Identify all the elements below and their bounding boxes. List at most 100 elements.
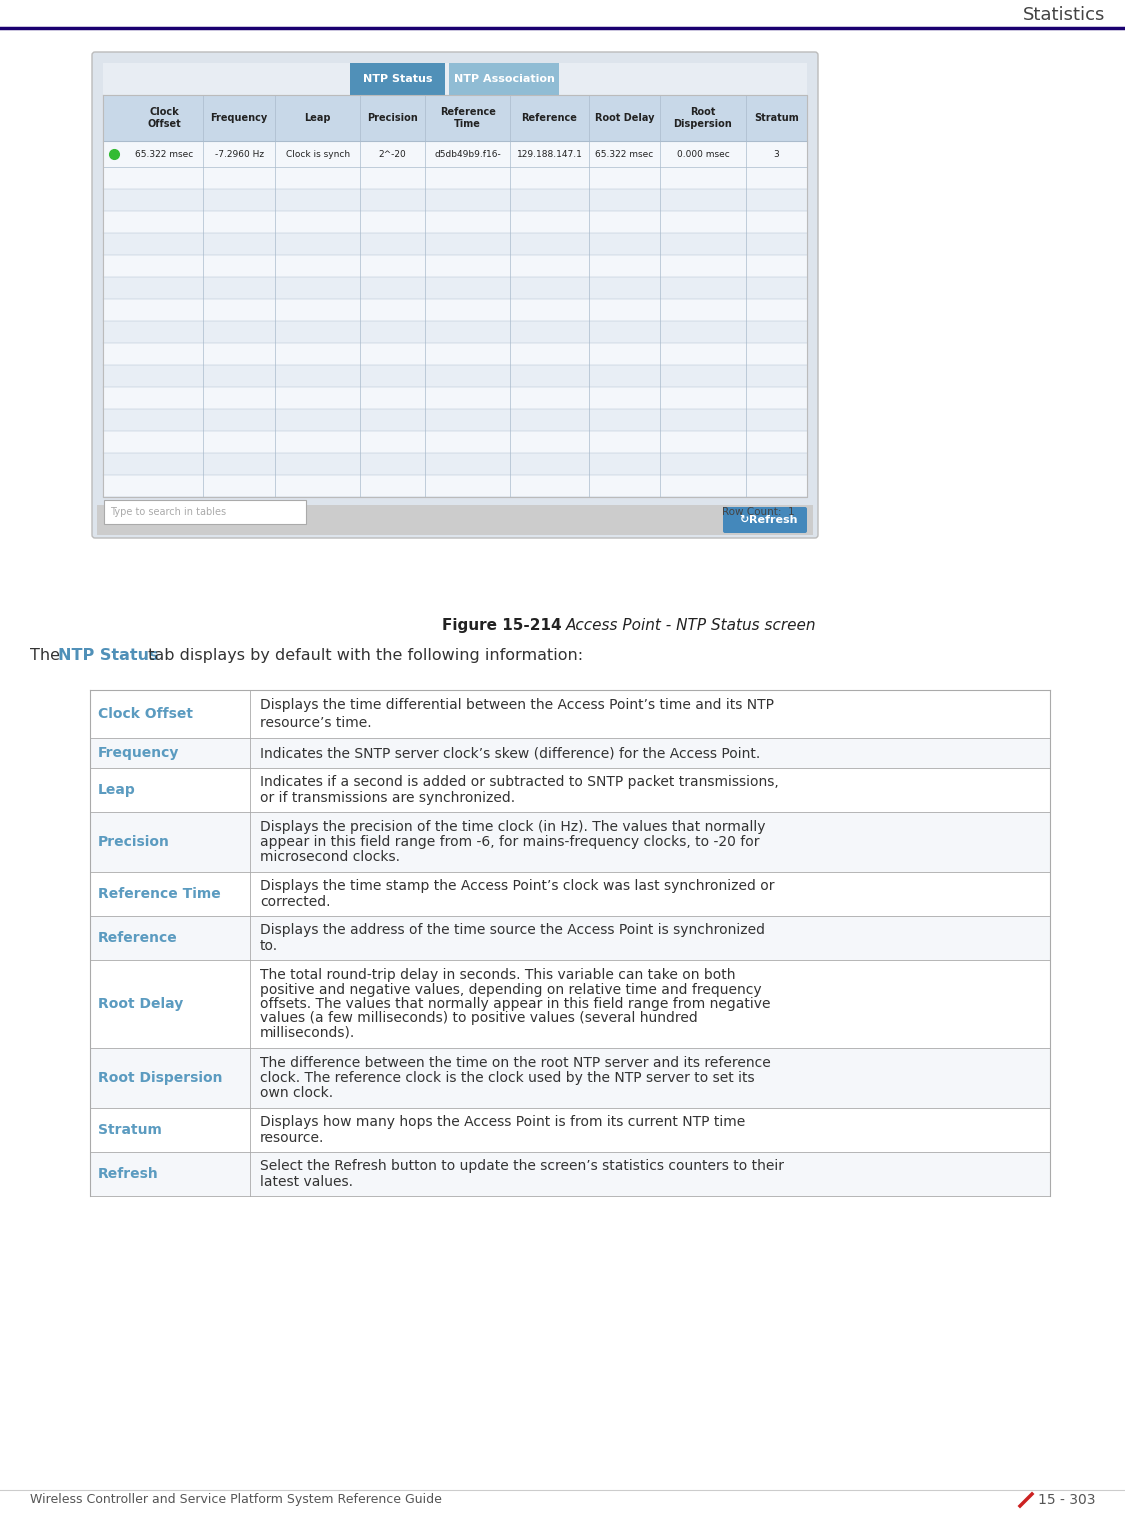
Text: Displays how many hops the Access Point is from its current NTP time: Displays how many hops the Access Point … xyxy=(260,1115,745,1129)
FancyBboxPatch shape xyxy=(90,768,1050,812)
Text: appear in this field range from -6, for mains-frequency clocks, to -20 for: appear in this field range from -6, for … xyxy=(260,834,759,850)
Text: positive and negative values, depending on relative time and frequency: positive and negative values, depending … xyxy=(260,983,762,997)
FancyBboxPatch shape xyxy=(90,1048,1050,1107)
Text: Clock Offset: Clock Offset xyxy=(98,707,194,721)
Text: 0.000 msec: 0.000 msec xyxy=(676,150,729,158)
Text: Reference
Time: Reference Time xyxy=(440,108,496,129)
FancyBboxPatch shape xyxy=(97,505,813,536)
FancyBboxPatch shape xyxy=(104,366,807,387)
FancyBboxPatch shape xyxy=(723,507,807,532)
Text: d5db49b9.f16-: d5db49b9.f16- xyxy=(434,150,501,158)
Text: resource’s time.: resource’s time. xyxy=(260,716,371,730)
Text: Indicates if a second is added or subtracted to SNTP packet transmissions,: Indicates if a second is added or subtra… xyxy=(260,775,778,789)
FancyBboxPatch shape xyxy=(90,737,1050,768)
Text: Reference: Reference xyxy=(98,931,178,945)
FancyBboxPatch shape xyxy=(90,1151,1050,1195)
Text: 65.322 msec: 65.322 msec xyxy=(595,150,654,158)
Text: Type to search in tables: Type to search in tables xyxy=(110,507,226,517)
FancyBboxPatch shape xyxy=(104,278,807,299)
FancyBboxPatch shape xyxy=(104,299,807,322)
Text: microsecond clocks.: microsecond clocks. xyxy=(260,851,400,865)
Text: -7.2960 Hz: -7.2960 Hz xyxy=(215,150,263,158)
Text: The difference between the time on the root NTP server and its reference: The difference between the time on the r… xyxy=(260,1056,771,1069)
Text: NTP Status: NTP Status xyxy=(362,74,432,83)
FancyBboxPatch shape xyxy=(104,410,807,431)
Text: Root Dispersion: Root Dispersion xyxy=(98,1071,223,1085)
Text: NTP Association: NTP Association xyxy=(453,74,555,83)
Text: Displays the time differential between the Access Point’s time and its NTP: Displays the time differential between t… xyxy=(260,698,774,713)
FancyBboxPatch shape xyxy=(90,812,1050,872)
Text: resource.: resource. xyxy=(260,1130,324,1145)
FancyBboxPatch shape xyxy=(104,96,807,141)
FancyBboxPatch shape xyxy=(90,1107,1050,1151)
Text: own clock.: own clock. xyxy=(260,1086,333,1100)
Text: 129.188.147.1: 129.188.147.1 xyxy=(516,150,583,158)
Text: Displays the time stamp the Access Point’s clock was last synchronized or: Displays the time stamp the Access Point… xyxy=(260,878,774,894)
FancyBboxPatch shape xyxy=(104,167,807,190)
Text: milliseconds).: milliseconds). xyxy=(260,1025,356,1039)
Text: clock. The reference clock is the clock used by the NTP server to set its: clock. The reference clock is the clock … xyxy=(260,1071,755,1085)
Text: Refresh: Refresh xyxy=(98,1167,159,1182)
Text: Row Count:  1: Row Count: 1 xyxy=(722,507,795,517)
Text: The: The xyxy=(30,648,65,663)
Text: Clock is synch: Clock is synch xyxy=(286,150,350,158)
FancyBboxPatch shape xyxy=(104,475,807,498)
Text: Figure 15-214: Figure 15-214 xyxy=(442,617,562,633)
Text: values (a few milliseconds) to positive values (several hundred: values (a few milliseconds) to positive … xyxy=(260,1012,698,1025)
FancyBboxPatch shape xyxy=(90,690,1050,737)
FancyBboxPatch shape xyxy=(104,234,807,255)
FancyBboxPatch shape xyxy=(104,141,807,167)
Text: 15 - 303: 15 - 303 xyxy=(1037,1493,1095,1506)
Text: tab displays by default with the following information:: tab displays by default with the followi… xyxy=(143,648,583,663)
Text: Reference Time: Reference Time xyxy=(98,887,220,901)
Text: corrected.: corrected. xyxy=(260,895,331,909)
FancyBboxPatch shape xyxy=(104,387,807,410)
Text: Root Delay: Root Delay xyxy=(595,112,655,123)
Text: Displays the address of the time source the Access Point is synchronized: Displays the address of the time source … xyxy=(260,922,765,938)
FancyBboxPatch shape xyxy=(92,52,818,539)
FancyBboxPatch shape xyxy=(90,872,1050,916)
Text: Frequency: Frequency xyxy=(210,112,268,123)
Text: or if transmissions are synchronized.: or if transmissions are synchronized. xyxy=(260,790,515,806)
Text: 3: 3 xyxy=(773,150,780,158)
Text: The total round-trip delay in seconds. This variable can take on both: The total round-trip delay in seconds. T… xyxy=(260,968,736,981)
FancyBboxPatch shape xyxy=(449,64,559,96)
Text: 65.322 msec: 65.322 msec xyxy=(135,150,194,158)
Text: to.: to. xyxy=(260,939,278,953)
Text: Stratum: Stratum xyxy=(754,112,799,123)
Text: Wireless Controller and Service Platform System Reference Guide: Wireless Controller and Service Platform… xyxy=(30,1494,442,1506)
Text: Precision: Precision xyxy=(367,112,418,123)
Text: Access Point - NTP Status screen: Access Point - NTP Status screen xyxy=(566,617,817,633)
Text: 2^-20: 2^-20 xyxy=(379,150,406,158)
FancyBboxPatch shape xyxy=(104,96,807,498)
Text: Stratum: Stratum xyxy=(98,1123,162,1138)
FancyBboxPatch shape xyxy=(90,960,1050,1048)
Text: Root Delay: Root Delay xyxy=(98,997,183,1010)
FancyBboxPatch shape xyxy=(104,190,807,211)
Text: Statistics: Statistics xyxy=(1023,6,1105,24)
Text: offsets. The values that normally appear in this field range from negative: offsets. The values that normally appear… xyxy=(260,997,771,1010)
Text: Reference: Reference xyxy=(522,112,577,123)
FancyBboxPatch shape xyxy=(104,64,807,96)
Text: Clock
Offset: Clock Offset xyxy=(147,108,181,129)
Text: Indicates the SNTP server clock’s skew (difference) for the Access Point.: Indicates the SNTP server clock’s skew (… xyxy=(260,746,760,760)
Text: Leap: Leap xyxy=(98,783,136,796)
Text: Refresh: Refresh xyxy=(749,514,798,525)
Text: Root
Dispersion: Root Dispersion xyxy=(674,108,732,129)
FancyBboxPatch shape xyxy=(104,322,807,343)
Text: Frequency: Frequency xyxy=(98,746,179,760)
FancyBboxPatch shape xyxy=(104,454,807,475)
FancyBboxPatch shape xyxy=(104,501,306,523)
FancyBboxPatch shape xyxy=(104,343,807,366)
Text: Precision: Precision xyxy=(98,834,170,850)
FancyBboxPatch shape xyxy=(104,255,807,278)
Text: latest values.: latest values. xyxy=(260,1176,353,1189)
Text: ↻: ↻ xyxy=(739,514,748,525)
FancyBboxPatch shape xyxy=(350,64,446,96)
FancyBboxPatch shape xyxy=(104,211,807,234)
Text: Displays the precision of the time clock (in Hz). The values that normally: Displays the precision of the time clock… xyxy=(260,819,765,833)
Text: Select the Refresh button to update the screen’s statistics counters to their: Select the Refresh button to update the … xyxy=(260,1159,784,1173)
FancyBboxPatch shape xyxy=(90,916,1050,960)
Text: Leap: Leap xyxy=(305,112,331,123)
Text: NTP Status: NTP Status xyxy=(58,648,159,663)
